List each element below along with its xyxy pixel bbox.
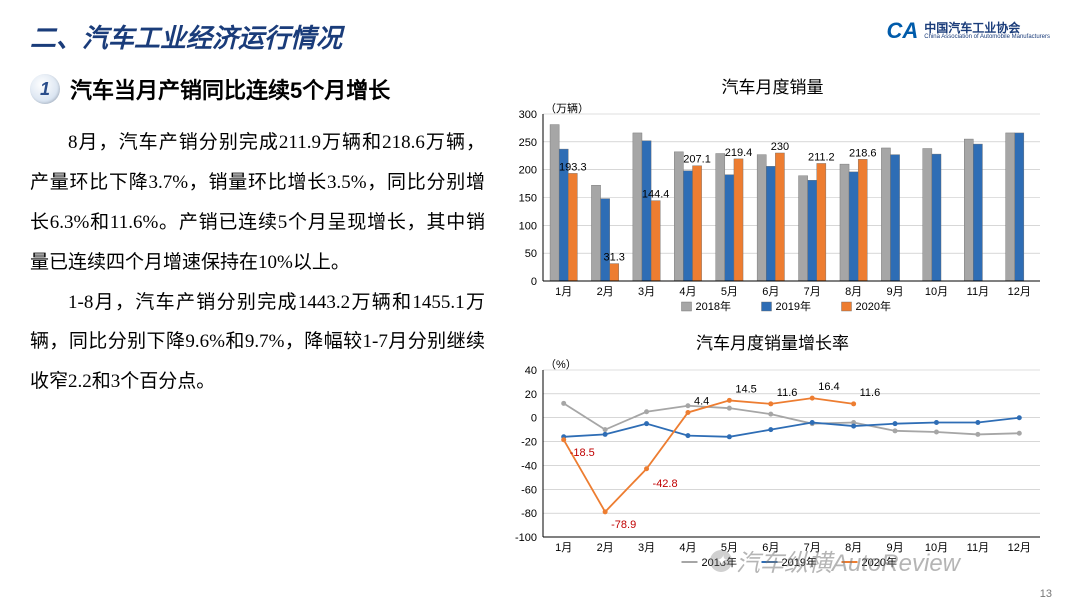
- svg-text:300: 300: [519, 109, 537, 121]
- svg-text:50: 50: [525, 248, 537, 260]
- svg-text:3月: 3月: [638, 286, 655, 298]
- svg-text:-40: -40: [521, 460, 537, 472]
- svg-text:11月: 11月: [967, 286, 989, 298]
- watermark: ✦ 汽车纵横AutoReview: [710, 543, 960, 578]
- paragraph-2: 1-8月，汽车产销分别完成1443.2万辆和1455.1万辆，同比分别下降9.6…: [30, 283, 485, 403]
- svg-text:1月: 1月: [555, 286, 572, 298]
- svg-text:2020年: 2020年: [856, 299, 891, 313]
- svg-text:-18.5: -18.5: [570, 447, 595, 459]
- svg-text:219.4: 219.4: [725, 147, 753, 159]
- svg-text:10月: 10月: [925, 286, 948, 298]
- svg-text:31.3: 31.3: [604, 252, 625, 264]
- bar-chart: 汽车月度销量 0 50 100 150 200 250 300 （万辆） 1月 2月 3月 4月 5月 6…: [495, 73, 1050, 325]
- svg-text:193.3: 193.3: [559, 161, 587, 173]
- svg-text:0: 0: [531, 276, 537, 288]
- svg-text:207.1: 207.1: [683, 154, 711, 166]
- svg-text:8月: 8月: [845, 286, 862, 298]
- subsection-title: 汽车当月产销同比连续5个月增长: [70, 73, 390, 105]
- svg-text:218.6: 218.6: [849, 147, 877, 159]
- svg-text:（%）: （%）: [545, 358, 577, 371]
- svg-text:211.2: 211.2: [808, 151, 835, 163]
- svg-text:230: 230: [771, 141, 789, 153]
- svg-text:-100: -100: [515, 532, 537, 544]
- svg-text:40: 40: [525, 365, 537, 377]
- svg-text:4月: 4月: [679, 286, 696, 298]
- logo-mark: CA: [886, 18, 918, 44]
- svg-text:-78.9: -78.9: [611, 519, 636, 531]
- page-number: 13: [1040, 588, 1052, 600]
- svg-text:（万辆）: （万辆）: [545, 101, 589, 115]
- svg-text:6月: 6月: [762, 286, 779, 298]
- svg-text:100: 100: [519, 220, 537, 232]
- svg-text:4月: 4月: [679, 542, 696, 554]
- svg-text:14.5: 14.5: [735, 383, 756, 395]
- svg-text:5月: 5月: [721, 286, 738, 298]
- paragraph-1: 8月，汽车产销分别完成211.9万辆和218.6万辆，产量环比下降3.7%，销量…: [30, 123, 485, 283]
- svg-text:4.4: 4.4: [694, 395, 709, 407]
- svg-text:-20: -20: [521, 437, 537, 449]
- svg-text:2月: 2月: [597, 542, 614, 554]
- svg-text:2019年: 2019年: [776, 299, 811, 313]
- svg-text:11月: 11月: [967, 542, 989, 554]
- svg-text:-60: -60: [521, 484, 537, 496]
- bar-chart-title: 汽车月度销量: [495, 73, 1050, 98]
- line-chart-title: 汽车月度销量增长率: [495, 329, 1050, 354]
- svg-text:0: 0: [531, 413, 537, 425]
- svg-text:-80: -80: [521, 508, 537, 520]
- svg-text:150: 150: [519, 193, 537, 205]
- svg-text:250: 250: [519, 137, 537, 149]
- svg-text:3月: 3月: [638, 542, 655, 554]
- svg-text:200: 200: [519, 165, 537, 177]
- svg-text:7月: 7月: [804, 286, 821, 298]
- svg-text:16.4: 16.4: [818, 381, 839, 393]
- logo-cn: 中国汽车工业协会: [924, 22, 1050, 34]
- wechat-icon: ✦: [710, 550, 732, 572]
- svg-text:2018年: 2018年: [696, 299, 731, 313]
- svg-text:20: 20: [525, 389, 537, 401]
- svg-text:2月: 2月: [597, 286, 614, 298]
- svg-text:12月: 12月: [1008, 286, 1031, 298]
- subsection-badge: 1: [30, 74, 60, 104]
- svg-text:-42.8: -42.8: [653, 478, 678, 490]
- logo-en: China Association of Automobile Manufact…: [924, 34, 1050, 40]
- svg-text:9月: 9月: [886, 286, 903, 298]
- svg-text:11.6: 11.6: [777, 387, 798, 399]
- svg-text:144.4: 144.4: [642, 189, 670, 201]
- body-text: 8月，汽车产销分别完成211.9万辆和218.6万辆，产量环比下降3.7%，销量…: [30, 123, 485, 402]
- svg-text:12月: 12月: [1008, 542, 1031, 554]
- section-title: 二、汽车工业经济运行情况: [30, 18, 342, 55]
- svg-text:1月: 1月: [555, 542, 572, 554]
- svg-text:11.6: 11.6: [860, 387, 881, 399]
- org-logo: CA 中国汽车工业协会 China Association of Automob…: [886, 18, 1050, 44]
